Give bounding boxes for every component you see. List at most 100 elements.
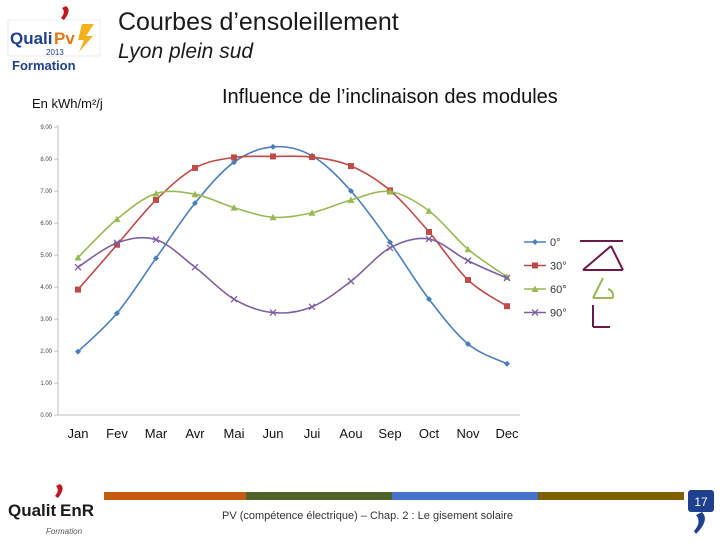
data-point [74,254,82,261]
chart-title: Influence de l’inclinaison des modules [222,86,558,108]
footer-bar-segment [538,492,684,500]
data-point [309,154,315,161]
footer-text: PV (compétence électrique) – Chap. 2 : L… [222,510,514,522]
data-point [504,303,510,310]
data-point [113,215,121,223]
y-tick-label: 7.00 [40,189,52,195]
qualipv-logo: Quali Pv 2013 Formation [6,6,106,73]
y-tick-label: 2.00 [40,349,52,355]
x-tick-label: Mai [224,426,245,441]
data-point [269,213,277,221]
data-point [347,277,355,285]
x-tick-label: Jun [263,426,284,441]
data-point [503,274,511,282]
y-tick-label: 5.00 [40,253,52,259]
tilt-30-icon [582,245,624,271]
legend-label: 90° [550,308,567,320]
chart-series [74,143,511,367]
y-tick-label: 8.00 [40,157,52,163]
data-point [504,360,510,367]
data-point [465,276,471,283]
slide-subtitle: Lyon plein sud [118,40,254,63]
legend-marker [532,239,538,245]
svg-text:Pv: Pv [54,29,75,48]
data-point [192,164,198,171]
qualitenr-logo: Qualit EnR Formation [6,484,102,538]
data-point [425,235,433,243]
page-number: 17 [694,495,708,509]
data-point [114,241,120,248]
legend-marker [531,309,539,316]
x-tick-label: Dec [495,426,519,441]
data-point [308,209,316,216]
data-point [348,188,354,194]
footer-bar-segment [104,492,246,500]
y-tick-label: 3.00 [40,317,52,323]
data-point [270,143,276,150]
y-tick-label: 6.00 [40,221,52,227]
footer-color-bar [104,492,684,500]
data-point [426,296,432,303]
x-tick-label: Oct [419,426,440,441]
data-point [153,196,159,203]
unit-label: En kWh/m²/j [32,96,103,111]
chart-legend: 0° 30° 60° 90° [524,237,567,320]
data-point [386,188,394,195]
data-point [230,295,238,303]
slide-title: Courbes d’ensoleillement [118,8,399,36]
page-number-badge: 17 [688,490,714,534]
footer-bar-segment [392,492,538,500]
data-point [114,310,120,317]
data-point [464,245,472,253]
data-point [192,200,198,207]
legend-label: 30° [550,261,567,273]
series-line-0 [77,145,508,365]
svg-text:2013: 2013 [46,48,64,57]
y-tick-label: 1.00 [40,381,52,387]
svg-text:Formation: Formation [46,527,83,536]
data-point [269,309,277,317]
data-point [231,154,237,161]
data-point [191,263,199,271]
x-tick-label: Fev [106,426,128,441]
y-tick-label: 0.00 [40,413,52,419]
data-point [465,340,471,347]
x-tick-label: Jan [68,426,89,441]
data-point [425,207,433,214]
x-tick-label: Sep [378,426,401,441]
data-point [74,263,82,271]
x-tick-label: Nov [456,426,480,441]
data-point [270,153,276,160]
data-point [153,255,159,262]
legend-label: 0° [550,237,561,249]
data-point [386,244,394,252]
data-point [113,239,121,247]
data-point [75,348,81,355]
svg-text:EnR: EnR [60,501,94,520]
tilt-orientation-icons [580,240,624,328]
series-line-3 [77,236,508,314]
data-point [231,159,237,166]
x-tick-label: Avr [185,426,205,441]
y-tick-label: 4.00 [40,285,52,291]
data-point [426,228,432,235]
data-point [152,190,160,197]
x-tick-label: Aou [339,426,362,441]
chart-axes: 0.00 1.00 2.00 3.00 4.00 5.00 6.00 7.00 8.00 9.00… [40,125,520,441]
data-point [230,204,238,211]
legend-marker [532,262,538,269]
data-point [308,303,316,311]
series-line-1 [77,155,508,307]
x-tick-label: Mar [145,426,168,441]
data-point [348,163,354,170]
data-point [347,196,355,203]
data-point [152,236,160,244]
data-point [191,190,199,198]
svg-text:Qualit: Qualit [8,501,57,520]
svg-text:Quali: Quali [10,29,53,48]
legend-marker [531,285,539,292]
data-point [464,257,472,265]
x-tick-label: Jui [304,426,321,441]
tilt-90-icon [592,305,610,328]
